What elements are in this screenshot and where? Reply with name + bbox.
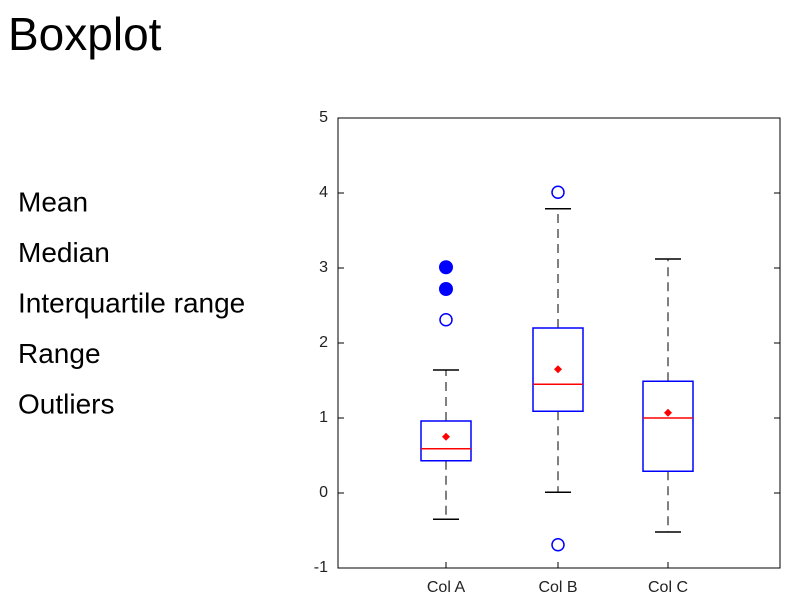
outlier: [439, 313, 453, 327]
box: [642, 380, 694, 472]
x-tick-label: Col C: [648, 579, 688, 596]
mean-marker: [554, 365, 562, 374]
y-tick-label: -1: [314, 559, 328, 576]
y-tick-label: 2: [319, 334, 328, 351]
mean-marker: [664, 408, 672, 417]
legend-note: Outliers: [18, 388, 114, 419]
y-tick-label: 0: [319, 484, 328, 501]
y-tick-label: 3: [319, 259, 328, 276]
extreme-outlier: [439, 282, 453, 296]
y-tick-label: 4: [319, 184, 328, 201]
box: [532, 327, 584, 412]
y-tick-label: 5: [319, 109, 328, 126]
outlier: [551, 538, 565, 552]
legend-note: Mean: [18, 186, 88, 217]
y-tick-label: 1: [319, 409, 328, 426]
legend-note: Median: [18, 237, 110, 268]
legend-note: Interquartile range: [18, 287, 245, 318]
box: [420, 420, 472, 462]
outlier: [551, 185, 565, 199]
x-tick-label: Col A: [427, 579, 466, 596]
extreme-outlier: [439, 260, 453, 275]
legend-note: Range: [18, 338, 101, 369]
plot-frame: [337, 117, 781, 569]
x-tick-label: Col B: [538, 579, 577, 596]
slide-title: Boxplot: [8, 8, 162, 60]
mean-marker: [442, 432, 450, 441]
